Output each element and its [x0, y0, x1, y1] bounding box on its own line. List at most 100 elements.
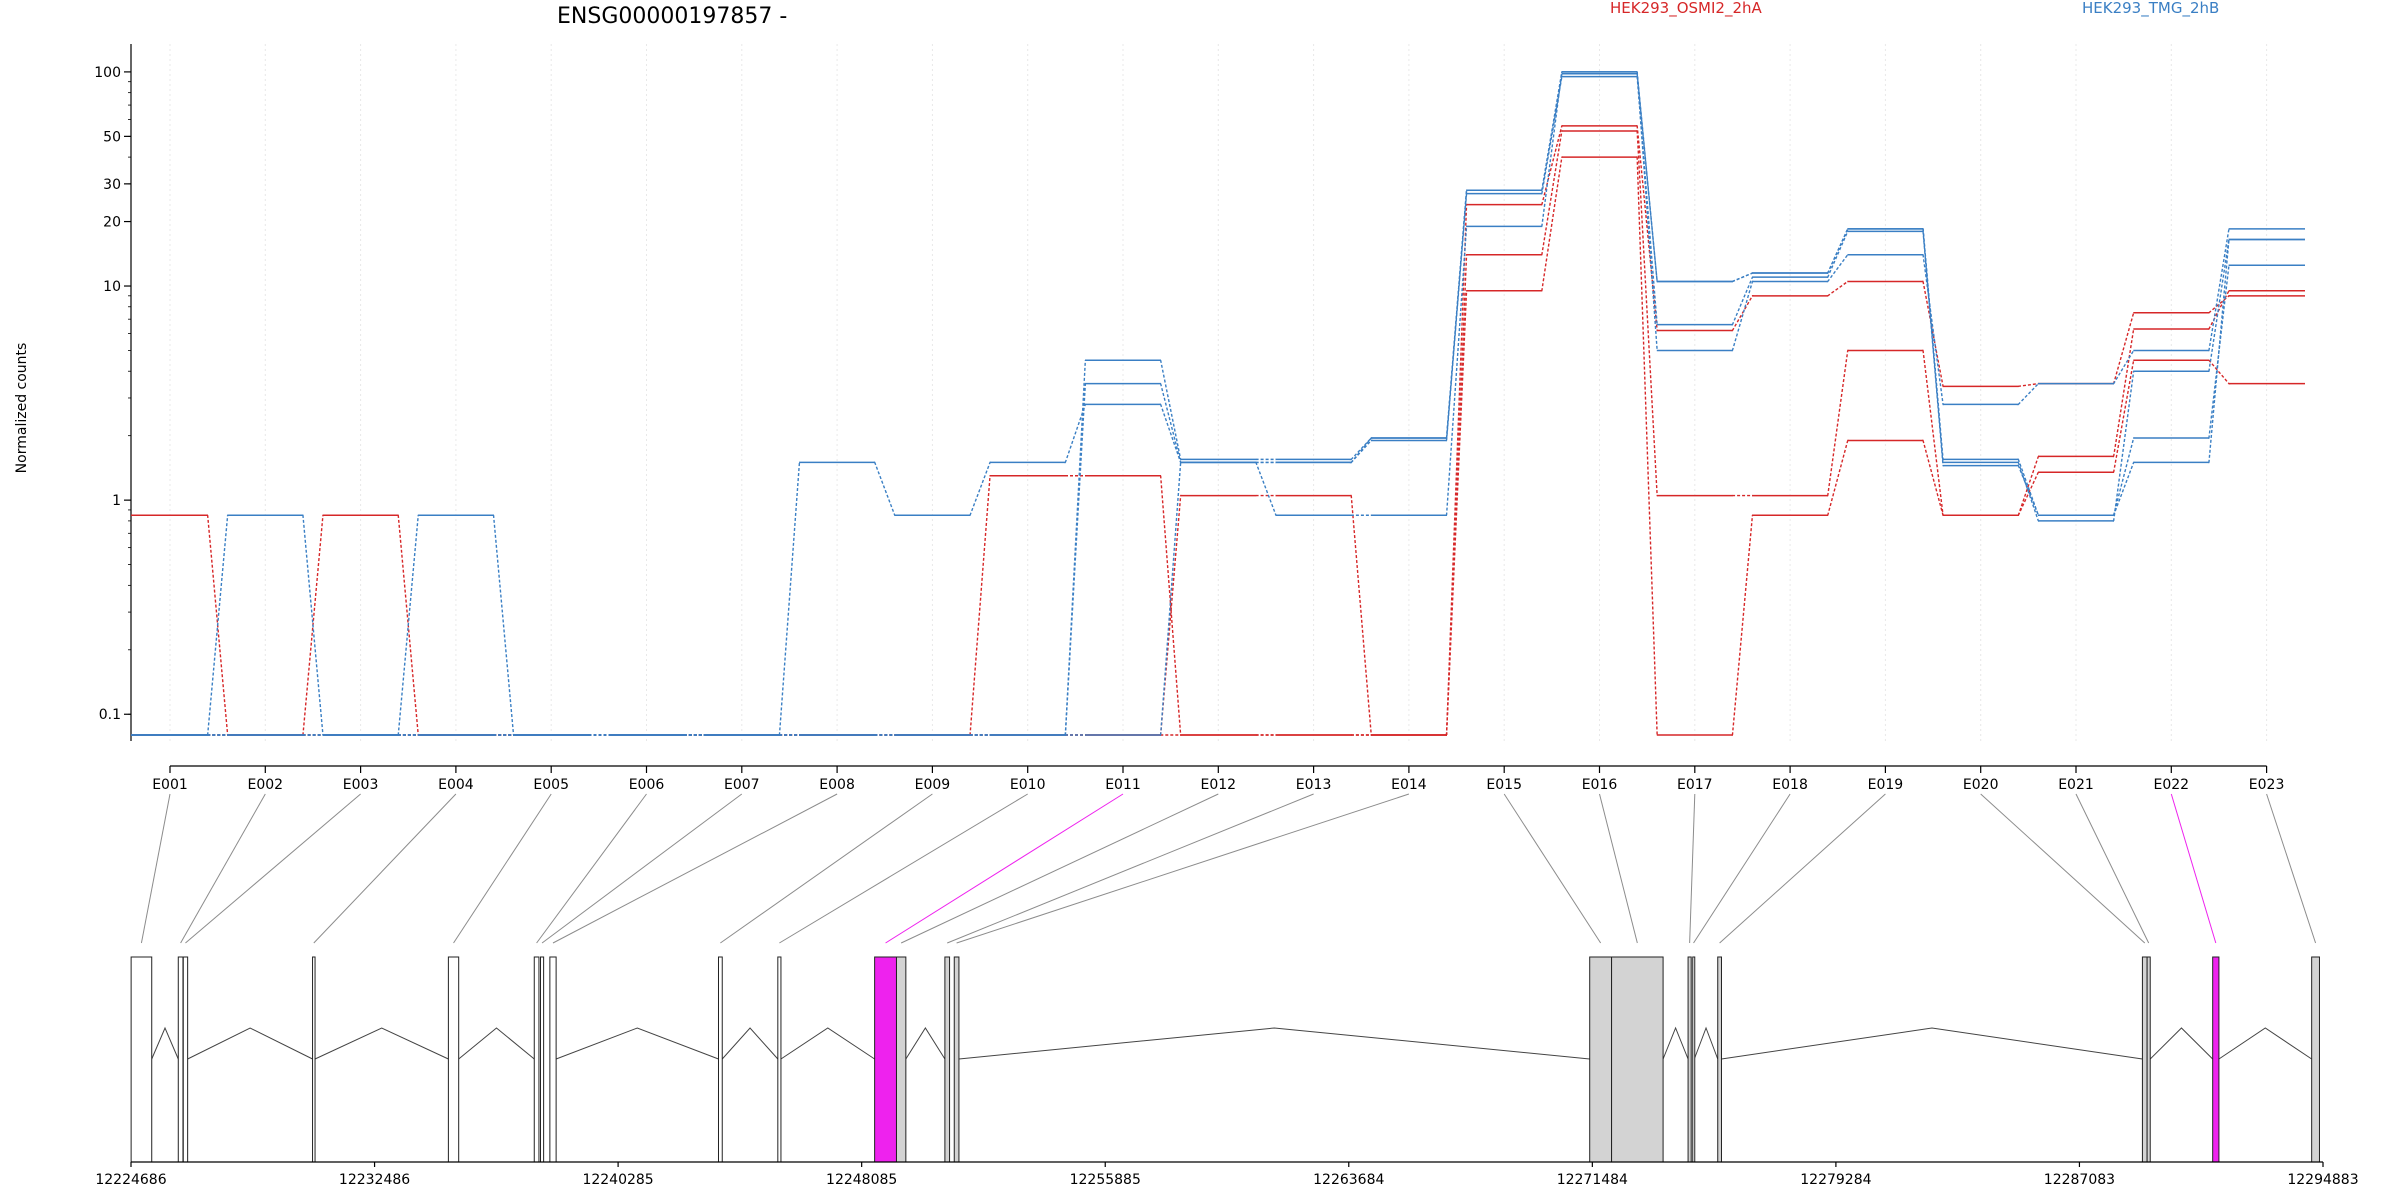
- intron-line: [1721, 1027, 2143, 1060]
- series-transition: [2208, 238, 2230, 372]
- x-tick-label: E014: [1391, 777, 1427, 793]
- y-tick-label: 30: [103, 177, 121, 193]
- exon-box: [540, 956, 545, 1163]
- series-transition: [1350, 494, 1373, 736]
- series: [131, 73, 2305, 736]
- exon-connector: [552, 793, 838, 944]
- exon-connector: [453, 793, 552, 944]
- x-tick-label: E018: [1772, 777, 1808, 793]
- exon-box: [2146, 956, 2151, 1163]
- series-transition: [1732, 272, 1753, 283]
- series-transition: [969, 475, 991, 736]
- intron-line: [905, 1027, 946, 1060]
- exon-connector: [185, 793, 361, 944]
- y-tick-label: 0.1: [99, 707, 121, 723]
- series-transition: [1636, 73, 1658, 283]
- x-tick-label: E017: [1677, 777, 1713, 793]
- exon-connector: [956, 793, 1410, 944]
- x-tick-label: E016: [1582, 777, 1618, 793]
- exon-box: [2212, 956, 2220, 1163]
- intron-line: [555, 1027, 719, 1060]
- series-transition: [778, 461, 801, 736]
- series-transition: [1731, 276, 1754, 326]
- intron-line: [958, 1027, 1590, 1060]
- exon-connector: [1503, 793, 1602, 944]
- exon-box: [2141, 956, 2148, 1163]
- series-transition: [2112, 370, 2135, 522]
- exon-connector: [2266, 793, 2317, 944]
- series-transition: [1922, 228, 1944, 461]
- x-tick-label: E023: [2249, 777, 2285, 793]
- x-tick-label: E013: [1296, 777, 1332, 793]
- y-axis-label: Normalized counts: [14, 343, 30, 474]
- y-tick-label: 10: [103, 279, 121, 295]
- exon-box: [944, 956, 951, 1163]
- series-transition: [492, 514, 515, 736]
- x-tick-label: E001: [152, 777, 188, 793]
- series-transition: [2207, 359, 2231, 385]
- series-transition: [969, 461, 992, 516]
- x-tick-label: E019: [1868, 777, 1904, 793]
- series-transition: [2208, 228, 2230, 352]
- legend-entry-osmi2: HEK293_OSMI2_2hA: [1610, 0, 1763, 18]
- intron-line: [1662, 1026, 1689, 1060]
- intron-line: [314, 1027, 449, 1060]
- exon-box: [777, 956, 782, 1163]
- plot-axes: 0.1 1 10 20 30 50 100 E001 E002 E003 E004 E005 E006 E…: [94, 44, 2284, 793]
- exon-box: [1687, 956, 1692, 1163]
- series-transition: [1445, 225, 1468, 516]
- genome-tick-label: 12248085: [826, 1172, 897, 1188]
- exon-connector: [885, 793, 1124, 944]
- exon-box: [1611, 956, 1664, 1163]
- series-transition: [1731, 280, 1754, 352]
- exon-connector: [779, 793, 1028, 944]
- x-tick-label: E008: [819, 777, 855, 793]
- series-transition: [2016, 382, 2040, 406]
- exon-box: [549, 956, 557, 1163]
- exon-connector: [180, 793, 266, 944]
- series-transition: [1254, 461, 1277, 516]
- series-transition: [1922, 254, 1944, 406]
- exon-connector: [541, 793, 743, 944]
- series-transition: [2112, 349, 2135, 385]
- series-transition: [1159, 403, 1182, 464]
- x-tick-label: E005: [533, 777, 569, 793]
- exon-box: [953, 956, 960, 1163]
- series-transition: [2208, 238, 2230, 464]
- series-transition: [1731, 514, 1754, 736]
- x-tick-label: E009: [915, 777, 951, 793]
- intron-line: [780, 1027, 875, 1060]
- y-tick-label: 100: [94, 65, 121, 81]
- intron-line: [2149, 1027, 2214, 1060]
- series-transition: [2017, 458, 2040, 516]
- y-tick-label: 50: [103, 129, 121, 145]
- exon-box: [717, 956, 723, 1163]
- exon-connector: [1980, 793, 2146, 944]
- exon-box: [895, 956, 907, 1163]
- exon-box: [874, 956, 897, 1163]
- x-tick-label: E003: [343, 777, 379, 793]
- genome-tick-label: 12240285: [582, 1172, 653, 1188]
- genomic-coordinate-axis: 12224686 12232486 12240285 12248085 12255885…: [95, 1161, 2359, 1188]
- series-transition: [1826, 439, 1849, 516]
- series-transition: [2112, 359, 2135, 473]
- x-tick-label: E011: [1105, 777, 1141, 793]
- exon-box: [177, 956, 184, 1163]
- series-transition: [1825, 280, 1850, 297]
- series-transition: [1159, 461, 1182, 736]
- genome-tick-label: 12263684: [1313, 1172, 1384, 1188]
- exon-box: [447, 956, 460, 1163]
- genome-tick-label: 12294883: [2287, 1172, 2358, 1188]
- series-transition: [1541, 73, 1563, 191]
- exon-box: [1589, 956, 1613, 1163]
- exon-box: [1692, 956, 1696, 1163]
- x-tick-label: E010: [1010, 777, 1046, 793]
- exon-connector: [2075, 793, 2150, 944]
- series-transition: [1922, 439, 1944, 516]
- series-transition: [1349, 437, 1373, 461]
- exon-connector: [1689, 793, 1696, 944]
- series-transition: [2017, 464, 2040, 516]
- x-tick-label: E022: [2154, 777, 2190, 793]
- series-transition: [1826, 254, 1850, 283]
